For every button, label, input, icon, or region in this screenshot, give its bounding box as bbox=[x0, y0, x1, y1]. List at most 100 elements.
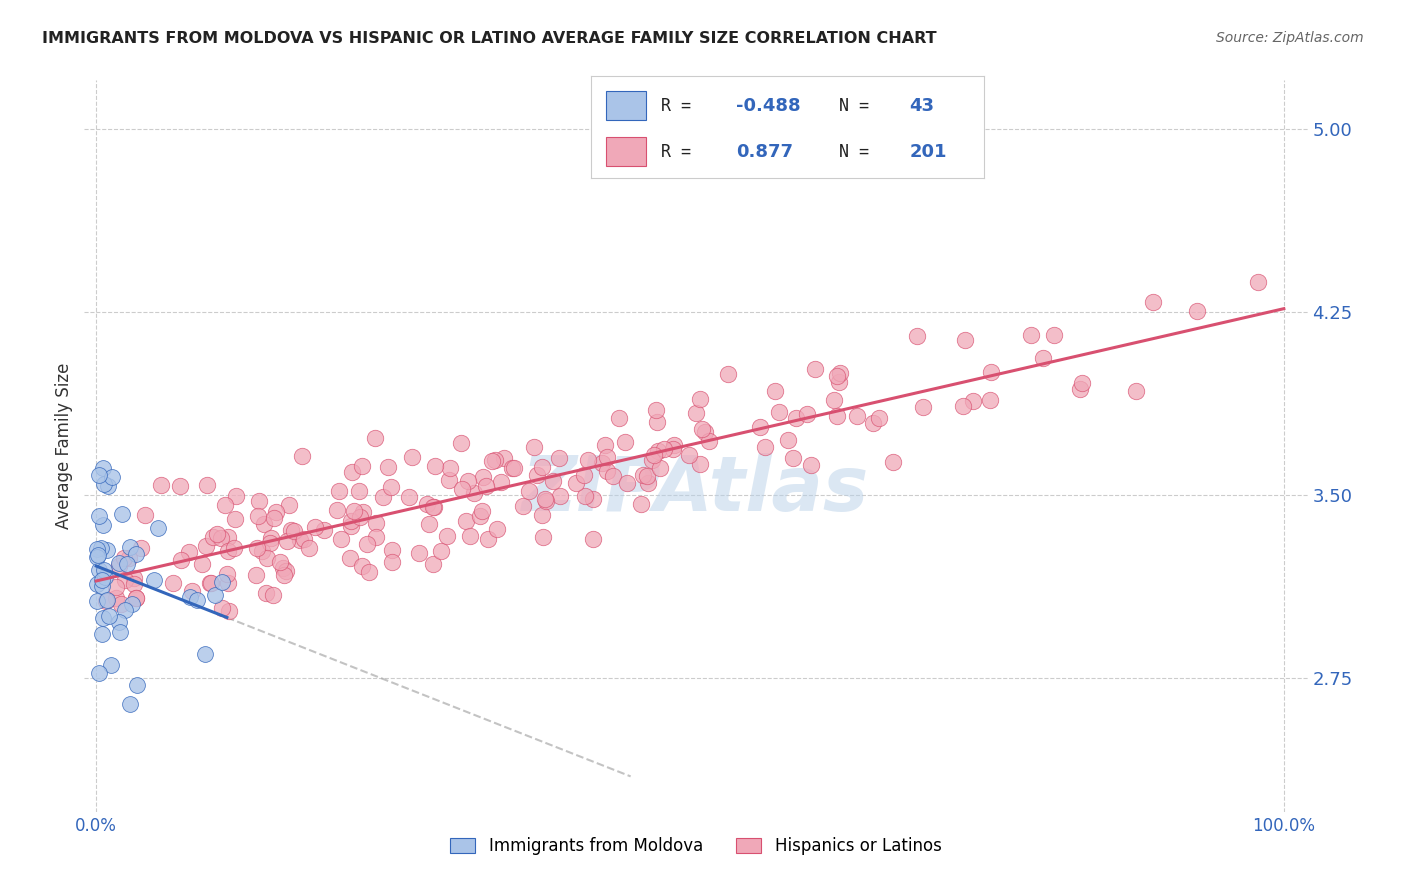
Point bbox=[180, 583, 202, 598]
Point bbox=[100, 657, 122, 672]
Point bbox=[356, 537, 378, 551]
Point bbox=[288, 533, 311, 547]
Point bbox=[652, 442, 675, 457]
Point bbox=[86, 594, 108, 608]
Point bbox=[201, 530, 224, 544]
Point bbox=[146, 521, 169, 535]
Point bbox=[662, 442, 685, 456]
Point bbox=[416, 497, 439, 511]
Point bbox=[127, 678, 149, 692]
Text: ZIPAtlas: ZIPAtlas bbox=[522, 453, 870, 527]
Point bbox=[530, 508, 553, 522]
Point bbox=[86, 549, 108, 564]
Text: IMMIGRANTS FROM MOLDOVA VS HISPANIC OR LATINO AVERAGE FAMILY SIZE CORRELATION CH: IMMIGRANTS FROM MOLDOVA VS HISPANIC OR L… bbox=[42, 31, 936, 46]
Point bbox=[825, 368, 848, 383]
Point bbox=[125, 591, 148, 605]
Point bbox=[149, 477, 172, 491]
Text: -0.488: -0.488 bbox=[737, 96, 801, 114]
Point bbox=[952, 399, 974, 413]
Point bbox=[211, 601, 233, 615]
Point bbox=[754, 441, 776, 455]
Point bbox=[124, 571, 146, 585]
Point bbox=[98, 609, 121, 624]
Point bbox=[94, 594, 117, 608]
Point bbox=[381, 542, 404, 557]
Text: Source: ZipAtlas.com: Source: ZipAtlas.com bbox=[1216, 31, 1364, 45]
Text: R =: R = bbox=[661, 96, 702, 114]
Point bbox=[195, 540, 218, 554]
Point bbox=[112, 551, 135, 566]
Point bbox=[470, 504, 492, 518]
Point bbox=[246, 541, 269, 555]
Point bbox=[278, 498, 301, 512]
Point bbox=[457, 474, 479, 488]
Point bbox=[304, 520, 326, 534]
Point bbox=[422, 500, 444, 514]
Point bbox=[468, 508, 491, 523]
Point bbox=[689, 392, 711, 406]
Point bbox=[591, 456, 613, 470]
Point bbox=[274, 565, 297, 579]
Point bbox=[121, 597, 143, 611]
Point bbox=[475, 479, 498, 493]
Text: 43: 43 bbox=[910, 96, 935, 114]
Point bbox=[503, 461, 526, 475]
Point bbox=[115, 557, 138, 571]
Point bbox=[690, 422, 713, 436]
Point bbox=[340, 514, 363, 528]
Point bbox=[630, 497, 652, 511]
Point bbox=[827, 409, 849, 423]
Text: N =: N = bbox=[838, 143, 879, 161]
Point bbox=[454, 514, 477, 528]
Point bbox=[245, 568, 267, 582]
Point bbox=[271, 561, 294, 575]
Point bbox=[86, 548, 108, 562]
Point bbox=[169, 479, 191, 493]
Point bbox=[678, 448, 700, 462]
Point bbox=[259, 536, 281, 550]
Point bbox=[260, 531, 283, 545]
Point bbox=[645, 403, 668, 417]
Point bbox=[349, 510, 371, 524]
Point bbox=[1125, 384, 1147, 398]
Point bbox=[111, 507, 134, 521]
Legend: Immigrants from Moldova, Hispanics or Latinos: Immigrants from Moldova, Hispanics or La… bbox=[444, 830, 948, 862]
Point bbox=[748, 419, 770, 434]
Point bbox=[283, 524, 305, 538]
Point bbox=[582, 533, 605, 547]
Point bbox=[471, 469, 494, 483]
Point bbox=[697, 434, 720, 449]
Point bbox=[979, 392, 1001, 407]
Point bbox=[1069, 382, 1091, 396]
Point bbox=[186, 593, 208, 607]
Point bbox=[105, 591, 128, 606]
Point bbox=[87, 468, 110, 483]
Point bbox=[215, 566, 238, 581]
Point bbox=[131, 541, 153, 556]
Point bbox=[110, 625, 132, 640]
Point bbox=[458, 529, 481, 543]
Point bbox=[647, 444, 669, 458]
Point bbox=[330, 533, 353, 547]
Point bbox=[225, 489, 247, 503]
Text: 201: 201 bbox=[910, 143, 946, 161]
Point bbox=[548, 489, 571, 503]
Point bbox=[451, 482, 474, 496]
Point bbox=[439, 460, 461, 475]
Point bbox=[596, 464, 619, 478]
FancyBboxPatch shape bbox=[606, 137, 645, 166]
Point bbox=[340, 465, 363, 479]
Point bbox=[868, 410, 890, 425]
Point bbox=[194, 647, 217, 661]
Point bbox=[352, 559, 374, 574]
Point bbox=[120, 540, 142, 554]
Point bbox=[170, 552, 193, 566]
Point bbox=[217, 543, 239, 558]
Point bbox=[541, 474, 564, 488]
Point bbox=[263, 511, 285, 525]
Point bbox=[252, 543, 274, 558]
Point bbox=[548, 451, 571, 466]
Point bbox=[380, 480, 402, 494]
FancyBboxPatch shape bbox=[606, 91, 645, 120]
Point bbox=[364, 530, 387, 544]
